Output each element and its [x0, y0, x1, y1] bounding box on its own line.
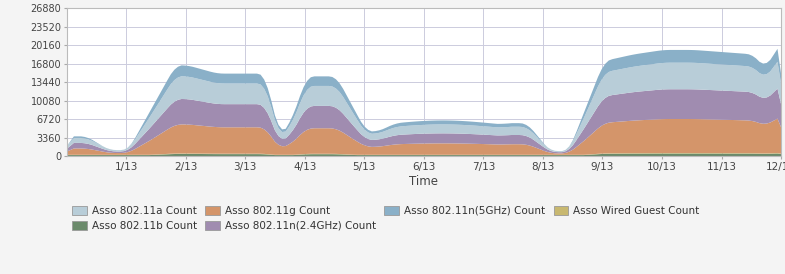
Legend: Asso 802.11a Count, Asso 802.11b Count, Asso 802.11g Count, Asso 802.11n(2.4GHz): Asso 802.11a Count, Asso 802.11b Count, … [72, 206, 699, 231]
X-axis label: Time: Time [410, 175, 438, 187]
